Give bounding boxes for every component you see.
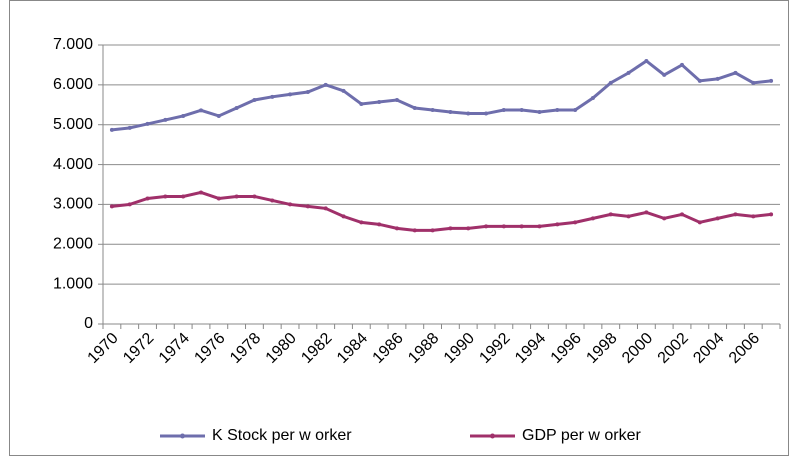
data-point bbox=[680, 62, 685, 67]
data-point bbox=[216, 113, 221, 118]
data-point bbox=[484, 224, 489, 229]
legend-label: K Stock per w orker bbox=[212, 427, 352, 444]
data-point bbox=[448, 109, 453, 114]
data-point bbox=[109, 204, 114, 209]
data-point bbox=[662, 72, 667, 77]
data-point bbox=[555, 222, 560, 227]
legend-marker bbox=[490, 433, 495, 439]
y-tick-label: 3.000 bbox=[53, 196, 93, 213]
data-point bbox=[448, 226, 453, 231]
data-point bbox=[305, 204, 310, 209]
data-point bbox=[145, 121, 150, 126]
data-point bbox=[769, 212, 774, 217]
data-point bbox=[590, 96, 595, 101]
data-point bbox=[270, 94, 275, 99]
legend-label: GDP per w orker bbox=[522, 427, 642, 444]
data-point bbox=[216, 196, 221, 201]
data-point bbox=[573, 107, 578, 112]
data-point bbox=[501, 107, 506, 112]
data-point bbox=[181, 113, 186, 118]
data-point bbox=[430, 107, 435, 112]
data-point bbox=[733, 212, 738, 217]
data-point bbox=[359, 101, 364, 106]
data-point bbox=[769, 78, 774, 83]
data-point bbox=[466, 226, 471, 231]
data-point bbox=[270, 198, 275, 203]
data-point bbox=[145, 196, 150, 201]
data-point bbox=[252, 98, 257, 103]
data-point bbox=[537, 109, 542, 114]
data-point bbox=[590, 216, 595, 221]
data-point bbox=[573, 220, 578, 225]
y-tick-label: 7.000 bbox=[53, 36, 93, 53]
data-point bbox=[715, 76, 720, 81]
data-point bbox=[644, 58, 649, 63]
data-point bbox=[733, 70, 738, 75]
data-point bbox=[359, 220, 364, 225]
data-point bbox=[697, 78, 702, 83]
data-point bbox=[163, 194, 168, 199]
data-point bbox=[751, 80, 756, 85]
data-point bbox=[608, 212, 613, 217]
data-point bbox=[234, 194, 239, 199]
data-point bbox=[127, 202, 132, 207]
data-point bbox=[412, 105, 417, 110]
data-point bbox=[394, 98, 399, 103]
data-point bbox=[394, 226, 399, 231]
legend-marker bbox=[180, 433, 185, 439]
data-point bbox=[466, 111, 471, 116]
data-point bbox=[377, 222, 382, 227]
data-point bbox=[501, 224, 506, 229]
data-point bbox=[234, 105, 239, 110]
data-point bbox=[288, 92, 293, 97]
data-point bbox=[626, 70, 631, 75]
data-point bbox=[519, 224, 524, 229]
data-point bbox=[412, 228, 417, 233]
data-point bbox=[484, 111, 489, 116]
data-point bbox=[626, 214, 631, 219]
data-point bbox=[341, 88, 346, 93]
data-point bbox=[608, 80, 613, 85]
data-point bbox=[680, 212, 685, 217]
data-point bbox=[662, 216, 667, 221]
data-point bbox=[198, 108, 203, 113]
data-point bbox=[109, 127, 114, 132]
data-point bbox=[127, 125, 132, 130]
data-point bbox=[519, 107, 524, 112]
data-point bbox=[305, 90, 310, 95]
series-line bbox=[111, 59, 772, 132]
data-point bbox=[377, 99, 382, 104]
y-tick-label: 2.000 bbox=[53, 236, 93, 253]
data-point bbox=[198, 190, 203, 195]
data-point bbox=[537, 224, 542, 229]
y-tick-label: 1.000 bbox=[53, 275, 93, 292]
data-point bbox=[288, 202, 293, 207]
y-tick-label: 0 bbox=[84, 315, 93, 332]
data-point bbox=[697, 220, 702, 225]
data-point bbox=[715, 216, 720, 221]
y-tick-label: 5.000 bbox=[53, 116, 93, 133]
data-point bbox=[644, 210, 649, 215]
y-tick-label: 6.000 bbox=[53, 76, 93, 93]
data-point bbox=[430, 228, 435, 233]
data-point bbox=[323, 82, 328, 87]
data-point bbox=[751, 214, 756, 219]
series-line bbox=[111, 190, 772, 232]
data-point bbox=[555, 107, 560, 112]
y-tick-label: 4.000 bbox=[53, 156, 93, 173]
data-point bbox=[163, 117, 168, 122]
data-point bbox=[181, 194, 186, 199]
data-point bbox=[341, 214, 346, 219]
data-point bbox=[252, 194, 257, 199]
data-point bbox=[323, 206, 328, 211]
